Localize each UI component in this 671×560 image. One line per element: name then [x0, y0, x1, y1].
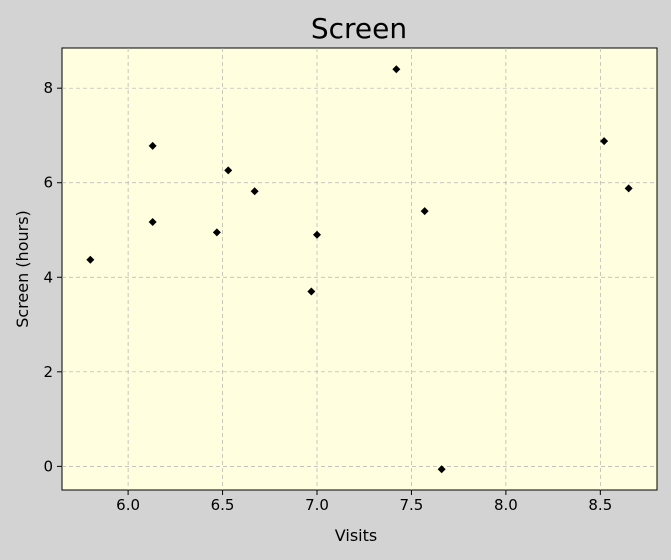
- data-point: [392, 65, 401, 74]
- data-point: [600, 137, 609, 146]
- y-tick-label: 6: [43, 174, 53, 192]
- data-point: [86, 255, 95, 264]
- axis-ticks: 6.0 6.5 7.0 7.5 8.0 8.5 0 2 4 6 8: [43, 79, 612, 514]
- x-axis-label: Visits: [335, 526, 377, 545]
- plot-area: [61, 47, 658, 491]
- data-point: [313, 230, 321, 239]
- y-tick-label: 2: [43, 363, 53, 381]
- y-tick-label: 0: [43, 457, 53, 475]
- data-point: [224, 166, 233, 175]
- data-point: [420, 207, 429, 216]
- data-point: [624, 184, 633, 193]
- chart-title: Screen: [311, 12, 407, 45]
- y-tick-label: 8: [43, 79, 53, 97]
- x-tick-label: 7.5: [400, 496, 424, 514]
- y-tick-label: 4: [43, 268, 53, 286]
- data-point: [307, 287, 316, 296]
- data-point: [437, 465, 446, 474]
- grid: [62, 48, 657, 490]
- data-point: [212, 228, 221, 237]
- y-axis-label: Screen (hours): [13, 210, 32, 328]
- x-tick-label: 6.5: [211, 496, 235, 514]
- data-point: [250, 187, 259, 196]
- data-point: [148, 217, 157, 226]
- x-tick-label: 6.0: [116, 496, 140, 514]
- data-point: [148, 141, 157, 150]
- x-tick-label: 8.0: [494, 496, 518, 514]
- data-points: [86, 65, 633, 474]
- x-tick-label: 8.5: [588, 496, 612, 514]
- x-tick-label: 7.0: [305, 496, 329, 514]
